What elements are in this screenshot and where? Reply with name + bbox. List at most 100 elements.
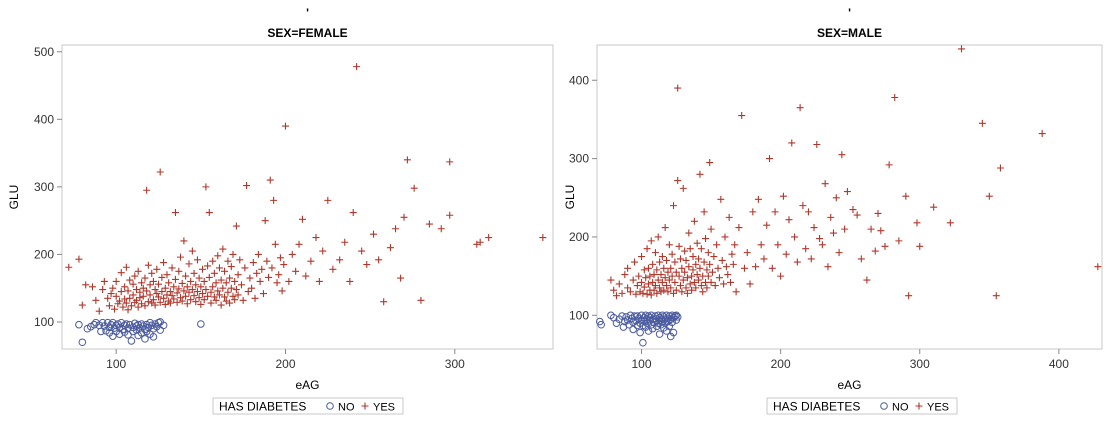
data-point-yes (607, 276, 615, 284)
data-point-yes (697, 282, 705, 290)
data-point-yes (685, 229, 693, 237)
data-point-yes (163, 291, 171, 299)
data-point-yes (268, 264, 276, 272)
data-point-yes (690, 217, 698, 225)
data-point-yes (121, 283, 129, 291)
data-point-yes (708, 268, 716, 276)
y-tick-label: 400 (34, 112, 54, 126)
data-point-yes (149, 277, 157, 285)
data-point-yes (104, 294, 112, 302)
data-point-yes (685, 263, 693, 271)
y-tick-label: 300 (569, 152, 589, 166)
panel-top-mark: ' (306, 6, 309, 20)
data-point-yes (312, 234, 320, 242)
data-point-no (78, 338, 87, 347)
data-point-yes (707, 278, 715, 286)
data-point-yes (779, 192, 787, 200)
data-point-no (75, 320, 83, 329)
data-point-yes (212, 296, 220, 304)
data-point-yes (88, 283, 96, 291)
data-point-yes (672, 286, 680, 294)
y-tick-label: 500 (34, 45, 54, 59)
data-point-yes (166, 299, 174, 307)
legend-title: HAS DIABETES (219, 400, 306, 414)
data-point-yes (638, 278, 646, 286)
data-point-yes (728, 250, 736, 258)
data-point-yes (661, 224, 669, 232)
data-point-yes (692, 260, 700, 268)
data-point-yes (649, 260, 657, 268)
data-point-yes (273, 279, 281, 287)
data-point-yes (996, 164, 1004, 172)
data-point-yes (226, 274, 234, 282)
data-point-yes (298, 215, 306, 223)
data-point-yes (774, 241, 782, 249)
data-point-yes (863, 276, 871, 284)
data-point-yes (204, 292, 212, 300)
legend-yes-label: YES (373, 402, 395, 414)
data-point-yes (841, 225, 849, 233)
data-point-yes (276, 254, 284, 262)
data-point-yes (224, 288, 232, 296)
data-point-yes (946, 219, 954, 227)
data-point-yes (202, 286, 210, 294)
data-point-yes (425, 220, 433, 228)
data-point-no (149, 333, 158, 341)
data-point-yes (785, 216, 793, 224)
legend-yes-marker (915, 402, 923, 410)
data-point-yes (231, 277, 239, 285)
data-point-yes (650, 271, 658, 279)
data-point-yes (631, 258, 639, 266)
data-point-yes (675, 272, 683, 280)
data-point-yes (738, 112, 746, 120)
data-point-yes (782, 250, 790, 258)
data-point-yes (978, 119, 986, 127)
data-point-yes (913, 219, 921, 227)
data-point-yes (249, 259, 257, 267)
x-tick-label: 100 (632, 357, 652, 371)
data-point-yes (763, 221, 771, 229)
data-point-yes (824, 263, 832, 271)
data-point-yes (766, 155, 774, 163)
data-point-yes (175, 267, 183, 275)
data-point-yes (187, 277, 195, 285)
data-point-yes (288, 250, 296, 258)
data-point-yes (204, 262, 212, 270)
data-point-yes (689, 266, 697, 274)
data-point-yes (676, 255, 684, 263)
data-point-yes (149, 296, 157, 304)
data-point-yes (638, 253, 646, 261)
data-point-yes (1038, 130, 1046, 138)
data-point-yes (197, 283, 205, 291)
legend-no-marker (326, 402, 334, 410)
data-point-yes (227, 263, 235, 271)
data-point-yes (663, 256, 671, 264)
chart-title: SEX=MALE (817, 26, 882, 40)
data-point-yes (676, 282, 684, 290)
data-point-yes (178, 279, 186, 287)
data-point-yes (173, 298, 181, 306)
data-point-yes (209, 257, 217, 265)
data-point-yes (173, 289, 181, 297)
data-point-yes (170, 295, 178, 303)
x-tick-label: 100 (106, 357, 126, 371)
data-point-yes (802, 245, 810, 253)
data-point-yes (158, 288, 166, 296)
data-point-yes (161, 300, 169, 308)
data-point-yes (126, 276, 134, 284)
data-point-yes (658, 278, 666, 286)
data-point-yes (718, 256, 726, 264)
data-point-yes (791, 233, 799, 241)
data-point-yes (155, 280, 163, 288)
data-point-yes (349, 209, 357, 217)
data-point-yes (695, 276, 703, 284)
data-point-no (629, 325, 637, 334)
data-point-yes (632, 290, 640, 298)
data-point-yes (214, 252, 222, 260)
data-point-yes (654, 233, 662, 241)
data-point-yes (329, 265, 337, 273)
data-point-yes (674, 84, 682, 92)
data-point-yes (236, 256, 244, 264)
data-point-yes (813, 141, 821, 149)
data-point-yes (370, 230, 378, 238)
